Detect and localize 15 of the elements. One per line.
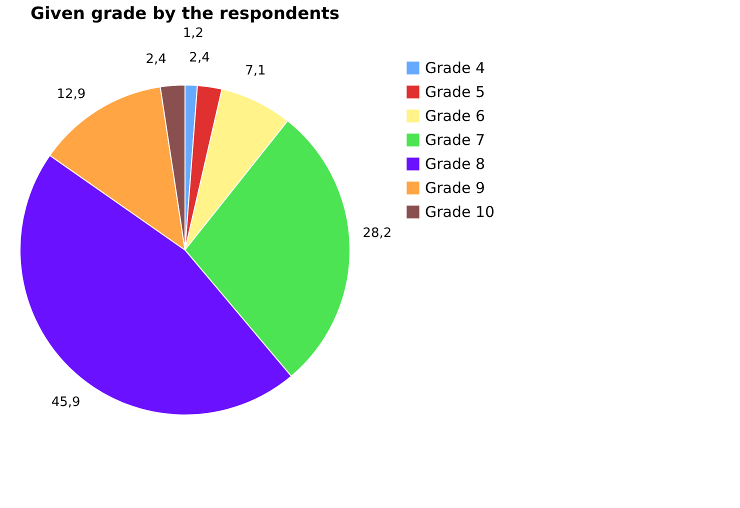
data-label: 45,9 (51, 394, 80, 410)
data-label: 2,4 (189, 50, 210, 66)
legend-label: Grade 9 (425, 179, 486, 197)
legend-label: Grade 10 (425, 203, 495, 221)
data-label: 1,2 (182, 26, 204, 42)
data-label: 7,1 (245, 63, 266, 78)
legend-label: Grade 4 (425, 59, 486, 77)
legend-label: Grade 7 (425, 131, 486, 149)
data-label: 28,2 (362, 226, 392, 241)
legend-label: Grade 5 (425, 83, 486, 101)
legend-label: Grade 8 (425, 155, 486, 173)
chart-title: Given grade by the respondents (30, 4, 340, 24)
data-label: 2,4 (146, 52, 166, 68)
data-label: 12,9 (56, 87, 86, 102)
legend-label: Grade 6 (425, 107, 486, 125)
